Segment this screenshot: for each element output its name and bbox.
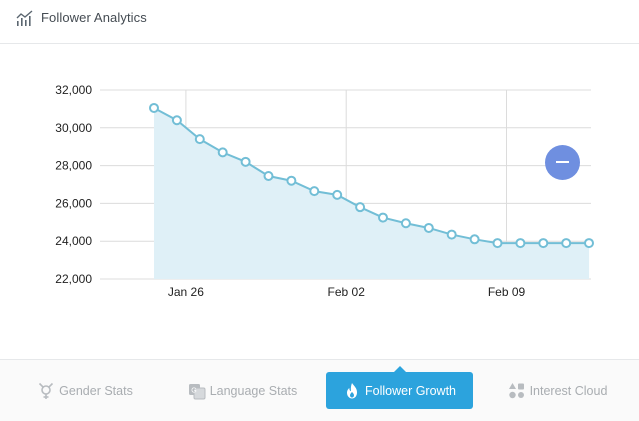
data-point: [538, 238, 549, 249]
active-tab-caret: [393, 366, 406, 372]
y-tick-label: 30,000: [55, 121, 92, 135]
data-point: [217, 147, 228, 158]
svg-text:G: G: [191, 387, 196, 394]
data-point: [332, 189, 343, 200]
analytics-chart-icon: [16, 10, 33, 26]
series-area: [154, 107, 590, 279]
language-icon: G: [188, 383, 206, 399]
tab-label: Follower Growth: [365, 383, 456, 398]
x-tick-label: Feb 09: [488, 285, 526, 299]
tab-language-stats[interactable]: G Language Stats: [180, 372, 305, 409]
x-tick-label: Jan 26: [168, 285, 204, 299]
minus-icon: [556, 161, 569, 163]
y-tick-label: 32,000: [55, 83, 92, 97]
tab-label: Gender Stats: [59, 383, 133, 398]
y-tick-label: 24,000: [55, 234, 92, 248]
tab-follower-growth[interactable]: Follower Growth: [326, 366, 473, 409]
y-tick-label: 26,000: [55, 196, 92, 210]
data-point: [492, 238, 503, 249]
tab-label: Interest Cloud: [529, 383, 608, 398]
data-point: [378, 212, 388, 223]
x-tick-label: Feb 02: [328, 285, 366, 299]
data-point: [400, 218, 411, 229]
data-point: [309, 186, 320, 197]
data-point: [515, 238, 526, 249]
y-tick-label: 22,000: [55, 272, 92, 286]
tab-gender-stats[interactable]: Gender Stats: [30, 372, 140, 409]
header: Follower Analytics: [0, 0, 639, 44]
tab-bar: Gender Stats G Language Stats Follower G…: [0, 359, 639, 421]
data-point: [355, 202, 366, 213]
follower-growth-chart: 22,000 24,000 26,000 28,000 30,000 32,000 Jan …: [0, 44, 639, 360]
tab-interest-cloud[interactable]: Interest Cloud: [500, 372, 615, 409]
data-point: [240, 156, 251, 167]
shapes-icon: [508, 382, 524, 398]
page-title: Follower Analytics: [41, 10, 147, 25]
tab-label: Language Stats: [209, 383, 298, 398]
data-point: [194, 134, 205, 145]
fire-icon: [347, 382, 357, 398]
chart-canvas: 22,000 24,000 26,000 28,000 30,000 32,000 Jan …: [55, 83, 594, 299]
data-point: [561, 238, 572, 249]
y-tick-label: 28,000: [55, 159, 92, 173]
data-point: [423, 222, 434, 233]
data-point: [149, 102, 159, 113]
gender-icon: [39, 382, 54, 399]
data-point: [171, 115, 182, 126]
data-point: [286, 175, 297, 186]
data-point: [263, 170, 274, 181]
collapse-button[interactable]: [545, 145, 580, 180]
data-point: [446, 229, 457, 240]
data-point: [469, 234, 480, 245]
data-point: [584, 238, 594, 249]
